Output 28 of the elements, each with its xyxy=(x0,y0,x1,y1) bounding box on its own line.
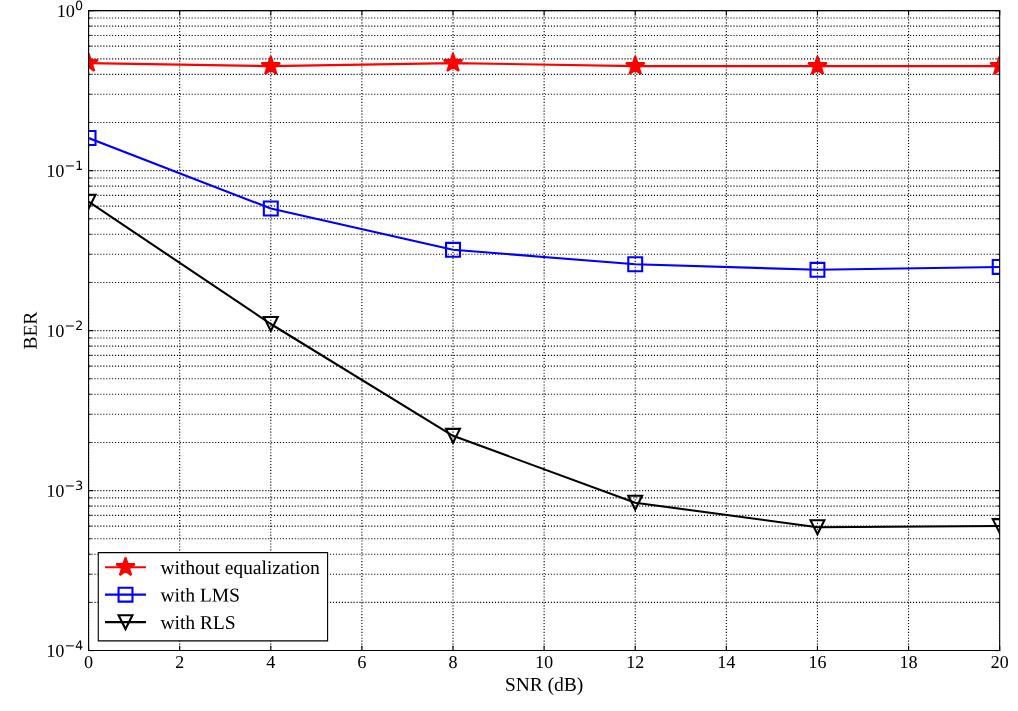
x-axis-title: SNR (dB) xyxy=(506,677,583,695)
point xyxy=(445,427,461,444)
x-tick-label: 2 xyxy=(175,656,184,668)
y-tick-label: 10$^{−2}$ xyxy=(47,320,82,338)
x-tick-label: 16 xyxy=(810,656,826,669)
x-tick-label: 20 xyxy=(991,655,1009,669)
x-tick-label: 0 xyxy=(84,655,93,669)
x-tick-label: 14 xyxy=(718,656,736,668)
legend-label: without equalization xyxy=(160,560,320,579)
x-tick-label: 8 xyxy=(449,655,457,669)
legend-label: with RLS xyxy=(160,615,235,630)
point xyxy=(442,52,464,73)
y-tick-label: 10$^{0}$ xyxy=(58,0,83,18)
y-tick-label: 10$^{−3}$ xyxy=(47,480,83,498)
y-tick-label: 10$^{−1}$ xyxy=(47,160,83,177)
x-tick-label: 6 xyxy=(358,656,366,669)
y-tick-label: 10$^{−4}$ xyxy=(47,640,83,657)
legend-label: with LMS xyxy=(160,587,239,602)
x-tick-label: 4 xyxy=(266,656,276,668)
x-tick-label: 10 xyxy=(536,655,553,669)
x-tick-label: 18 xyxy=(901,655,917,669)
x-tick-label: 12 xyxy=(627,656,644,668)
point xyxy=(627,494,644,511)
point xyxy=(624,55,646,76)
y-axis-title: BER xyxy=(23,311,37,349)
point xyxy=(260,55,282,76)
point xyxy=(445,241,461,258)
point xyxy=(627,256,644,273)
